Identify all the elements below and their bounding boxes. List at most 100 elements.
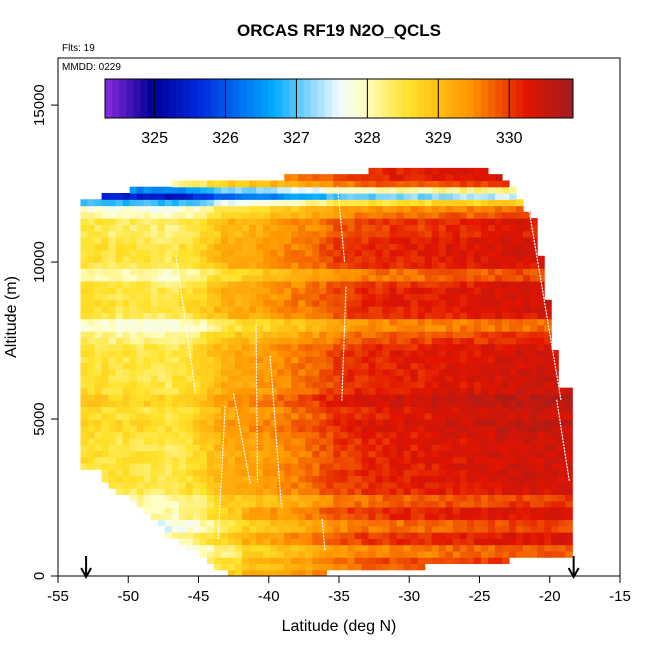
heatmap-cell: [220, 525, 229, 533]
heatmap-cell: [319, 280, 327, 288]
heatmap-cell: [382, 393, 391, 401]
heatmap-cell: [122, 381, 131, 389]
heatmap-cell: [235, 337, 243, 345]
heatmap-cell: [354, 306, 363, 313]
heatmap-cell: [242, 199, 250, 207]
heatmap-cell: [396, 343, 405, 351]
heatmap-cell: [389, 431, 398, 439]
heatmap-cell: [537, 431, 545, 439]
heatmap-cell: [473, 412, 482, 420]
heatmap-cell: [115, 368, 124, 376]
heatmap-cell: [115, 262, 124, 269]
heatmap-cell: [509, 236, 517, 244]
heatmap-cell: [417, 262, 426, 269]
heatmap-cell: [530, 381, 538, 389]
heatmap-cell: [206, 192, 215, 200]
heatmap-cell: [150, 431, 159, 439]
heatmap-cell: [396, 550, 405, 558]
heatmap-cell: [326, 224, 334, 232]
heatmap-cell: [375, 368, 384, 376]
heatmap-cell: [424, 356, 433, 364]
heatmap-cell: [242, 324, 250, 332]
heatmap-cell: [361, 192, 370, 200]
heatmap-cell: [354, 519, 363, 527]
y-axis-label: Altitude (m): [3, 276, 20, 358]
heatmap-cell: [459, 494, 468, 502]
heatmap-cell: [319, 400, 327, 408]
heatmap-cell: [164, 469, 173, 477]
heatmap-cell: [228, 400, 236, 408]
heatmap-cell: [452, 255, 461, 263]
heatmap-cell: [445, 375, 454, 382]
heatmap-cell: [459, 236, 468, 244]
heatmap-cell: [291, 437, 299, 445]
heatmap-cell: [396, 387, 405, 395]
heatmap-cell: [108, 249, 117, 257]
heatmap-cell: [291, 224, 299, 232]
heatmap-cell: [256, 312, 264, 320]
heatmap-cell: [164, 199, 173, 207]
heatmap-cell: [459, 393, 468, 401]
heatmap-cell: [333, 293, 341, 301]
heatmap-cell: [544, 475, 552, 483]
heatmap-cell: [544, 450, 552, 458]
heatmap-cell: [551, 519, 559, 527]
colorbar: 325 326 327 328 329 330: [104, 78, 574, 147]
heatmap-cell: [368, 400, 377, 408]
heatmap-cell: [361, 199, 370, 207]
heatmap-cell: [122, 356, 131, 364]
y-tick-label: 15000: [31, 84, 48, 126]
heatmap-cell: [466, 356, 475, 364]
heatmap-cell: [80, 444, 89, 452]
heatmap-cell: [129, 293, 138, 301]
heatmap-cell: [368, 324, 377, 332]
heatmap-cell: [185, 368, 194, 376]
heatmap-cell: [361, 243, 370, 251]
heatmap-cell: [319, 180, 327, 188]
heatmap-cell: [115, 199, 124, 207]
heatmap-cell: [452, 481, 461, 489]
heatmap-cell: [136, 280, 145, 288]
heatmap-cell: [480, 192, 489, 200]
heatmap-cell: [445, 324, 454, 332]
heatmap-cell: [516, 368, 524, 376]
heatmap-cell: [410, 481, 419, 489]
heatmap-cell: [115, 236, 124, 244]
heatmap-cell: [185, 538, 194, 546]
heatmap-cell: [228, 513, 236, 521]
heatmap-cell: [326, 255, 334, 263]
heatmap-cell: [319, 243, 327, 251]
heatmap-cell: [326, 400, 334, 408]
heatmap-cell: [157, 249, 166, 257]
heatmap-cell: [445, 381, 454, 389]
heatmap-cell: [319, 519, 327, 527]
heatmap-cell: [256, 475, 264, 483]
heatmap-cell: [361, 362, 370, 370]
heatmap-cell: [537, 419, 545, 426]
heatmap-cell: [249, 211, 257, 219]
heatmap-cell: [249, 412, 257, 420]
heatmap-cell: [235, 431, 243, 439]
heatmap-cell: [164, 243, 173, 251]
heatmap-cell: [382, 387, 391, 395]
heatmap-cell: [108, 412, 117, 420]
heatmap-cell: [185, 211, 194, 219]
heatmap-cell: [298, 224, 306, 232]
heatmap-cell: [305, 306, 313, 313]
heatmap-cell: [305, 519, 313, 527]
heatmap-cell: [487, 462, 496, 470]
heatmap-cell: [228, 205, 236, 213]
heatmap-cell: [150, 400, 159, 408]
heatmap-cell: [389, 331, 398, 339]
heatmap-cell: [544, 324, 552, 332]
heatmap-cell: [80, 387, 89, 395]
heatmap-cell: [347, 469, 356, 477]
heatmap-cell: [185, 343, 194, 351]
heatmap-cell: [242, 205, 250, 213]
heatmap-cell: [235, 280, 243, 288]
heatmap-cell: [298, 299, 306, 307]
heatmap-cell: [256, 268, 264, 276]
heatmap-cell: [361, 180, 370, 188]
heatmap-cell: [284, 337, 292, 345]
heatmap-cell: [431, 318, 440, 326]
